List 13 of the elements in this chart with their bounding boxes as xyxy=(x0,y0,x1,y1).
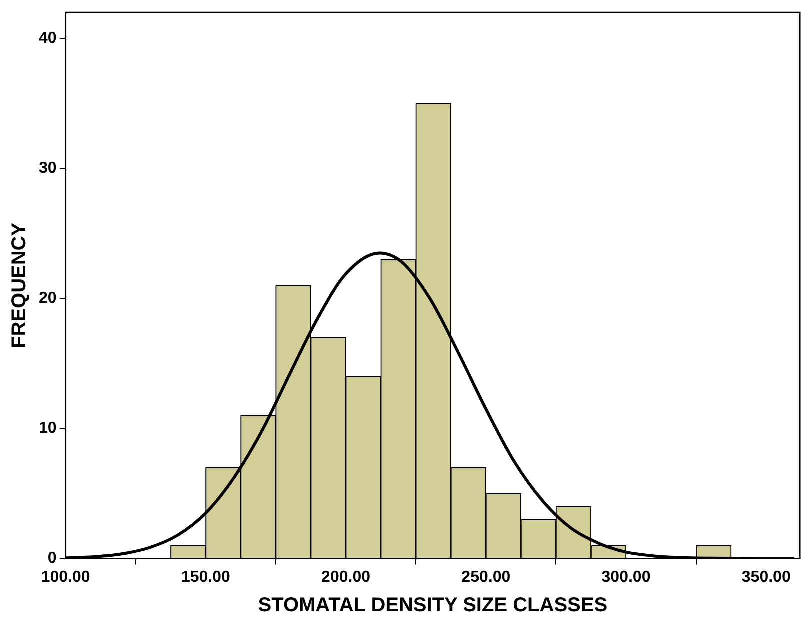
x-tick-label: 300.00 xyxy=(602,568,651,586)
y-tick-label: 20 xyxy=(39,290,57,308)
y-tick-label: 0 xyxy=(48,550,57,568)
x-tick-label: 100.00 xyxy=(41,568,90,586)
x-tick-label: 250.00 xyxy=(462,568,511,586)
y-tick-label: 40 xyxy=(39,30,57,48)
y-tick-label: 30 xyxy=(39,160,57,178)
x-tick-label: 200.00 xyxy=(322,568,371,586)
x-tick-label: 350.00 xyxy=(742,568,791,586)
x-axis-title: STOMATAL DENSITY SIZE CLASSES xyxy=(258,594,608,617)
x-tick-label: 150.00 xyxy=(181,568,230,586)
y-axis-title: FREQUENCY xyxy=(8,222,31,348)
y-tick-label: 10 xyxy=(39,420,57,438)
